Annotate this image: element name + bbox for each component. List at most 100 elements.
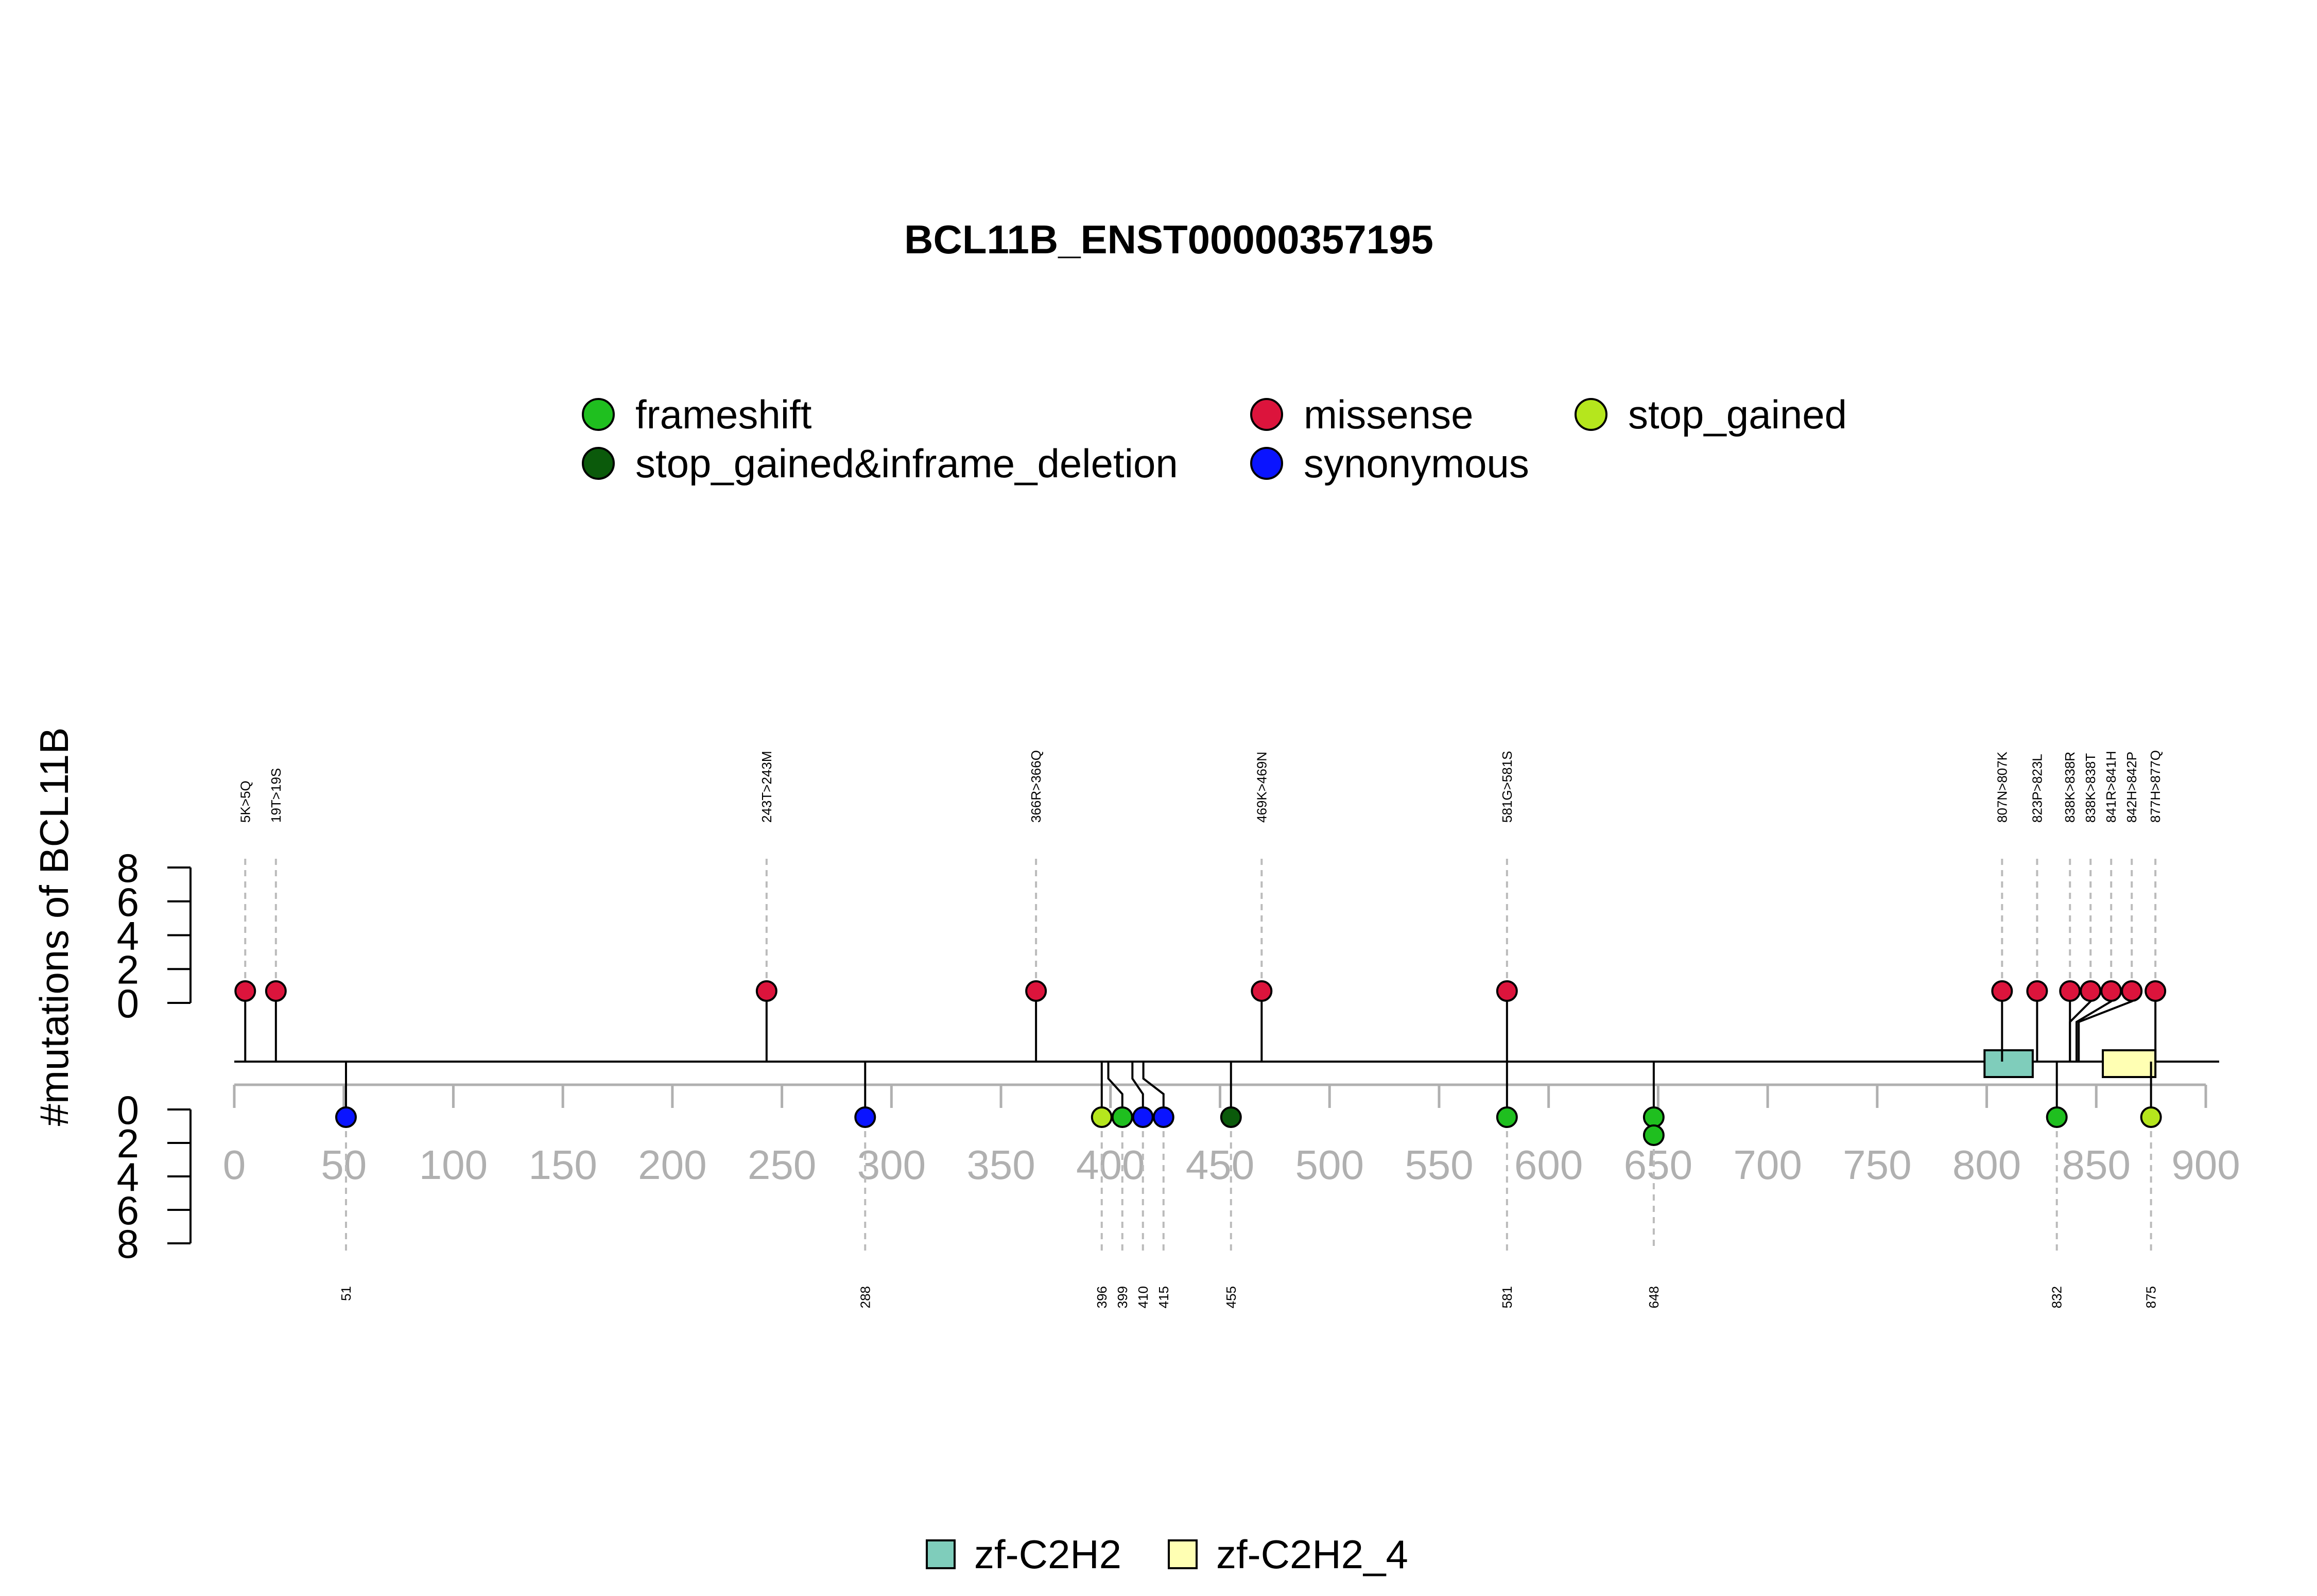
lower-y-tick-label: 0 bbox=[117, 1087, 139, 1133]
x-tick-label: 550 bbox=[1405, 1142, 1473, 1188]
lollipop-stem bbox=[1142, 1062, 1165, 1117]
mutation-label: 838K>838T bbox=[2083, 753, 2098, 823]
mutation-label: 581G>581S bbox=[1499, 751, 1515, 823]
mutation-807N-807K: 807N>807K bbox=[1991, 751, 2013, 1062]
legend-marker bbox=[1575, 398, 1607, 431]
upper-y-tick-label: 2 bbox=[117, 947, 139, 992]
mutation-832: 832 bbox=[2046, 1062, 2068, 1308]
mutation-label: 455 bbox=[1223, 1286, 1239, 1308]
mutation-label: 5K>5Q bbox=[237, 780, 253, 823]
x-tick-label: 100 bbox=[419, 1142, 488, 1188]
mutation-396: 396 bbox=[1091, 1062, 1113, 1308]
x-tick-label: 500 bbox=[1295, 1142, 1363, 1188]
mutation-label: 875 bbox=[2143, 1286, 2159, 1308]
mutation-455: 455 bbox=[1220, 1062, 1242, 1308]
mutation-51: 51 bbox=[335, 1062, 357, 1301]
mutation-5K-5Q: 5K>5Q bbox=[234, 780, 256, 1062]
mutation-838K-838R: 838K>838R bbox=[2059, 752, 2081, 1062]
x-tick-label: 300 bbox=[857, 1142, 926, 1188]
lollipop-head bbox=[1496, 1106, 1518, 1128]
legend-label: stop_gained&inframe_deletion bbox=[635, 441, 1178, 486]
domain-legend-label: zf-C2H2_4 bbox=[1216, 1532, 1408, 1577]
legend-entry-stop-gained: stop_gained bbox=[1575, 392, 1847, 437]
legend-entry-missense: missense bbox=[1250, 392, 1473, 437]
lollipop-head bbox=[1496, 980, 1518, 1002]
domain-legend-label: zf-C2H2 bbox=[974, 1532, 1121, 1577]
x-tick-label: 350 bbox=[966, 1142, 1035, 1188]
lollipop-head bbox=[1220, 1106, 1242, 1128]
mutation-243T-243M: 243T>243M bbox=[755, 751, 777, 1062]
legend-entry-stop-gained-inframe-deletion: stop_gained&inframe_deletion bbox=[582, 441, 1178, 486]
mutation-841R-841H: 841R>841H bbox=[2075, 751, 2122, 1062]
x-tick-label: 200 bbox=[638, 1142, 706, 1188]
lollipop-head bbox=[854, 1106, 876, 1128]
lollipop-head bbox=[2059, 980, 2081, 1002]
x-tick-label: 900 bbox=[2171, 1142, 2240, 1188]
chart-title: BCL11B_ENST00000357195 bbox=[904, 217, 1433, 262]
legend-marker bbox=[582, 447, 615, 480]
lollipop-head bbox=[2100, 980, 2122, 1002]
lollipop-head bbox=[2046, 1106, 2068, 1128]
lollipop-stem bbox=[1131, 1062, 1144, 1117]
x-tick-label: 650 bbox=[1624, 1142, 1692, 1188]
mutation-label: 288 bbox=[857, 1286, 873, 1308]
lollipop-head bbox=[2026, 980, 2048, 1002]
lollipop-head bbox=[1152, 1106, 1174, 1128]
mutation-label: 399 bbox=[1115, 1286, 1130, 1308]
mutation-823P-823L: 823P>823L bbox=[2026, 754, 2048, 1062]
mutation-581: 581 bbox=[1496, 1062, 1518, 1308]
lollipop-head bbox=[1642, 1124, 1665, 1146]
lollipop-head bbox=[1091, 1106, 1113, 1128]
legend-label: missense bbox=[1304, 392, 1473, 437]
mutation-label: 19T>19S bbox=[268, 768, 284, 823]
mutation-label: 410 bbox=[1135, 1286, 1151, 1308]
domain-legend-zf-C2H2: zf-C2H2 bbox=[926, 1532, 1121, 1577]
mutation-label: 841R>841H bbox=[2103, 751, 2119, 823]
mutation-366R-366Q: 366R>366Q bbox=[1025, 750, 1047, 1062]
lollipop-head bbox=[1111, 1106, 1133, 1128]
mutation-399: 399 bbox=[1107, 1062, 1133, 1308]
mutation-label: 648 bbox=[1646, 1286, 1662, 1308]
upper-y-tick-label: 0 bbox=[117, 981, 139, 1026]
mutation-581G-581S: 581G>581S bbox=[1496, 751, 1518, 1062]
legend-marker bbox=[1250, 398, 1283, 431]
legend-entry-synonymous: synonymous bbox=[1250, 441, 1529, 486]
mutation-label: 469K>469N bbox=[1254, 752, 1269, 823]
mutation-label: 581 bbox=[1499, 1286, 1515, 1308]
mutation-838K-838T: 838K>838T bbox=[2069, 753, 2102, 1062]
lollipop-head bbox=[1251, 980, 1273, 1002]
mutation-label: 415 bbox=[1156, 1286, 1171, 1308]
mutation-label: 51 bbox=[338, 1286, 354, 1301]
legend-label: stop_gained bbox=[1628, 392, 1847, 437]
mutation-label: 838K>838R bbox=[2062, 752, 2078, 823]
x-tick-label: 50 bbox=[321, 1142, 367, 1188]
mutation-842H-842P: 842H>842P bbox=[2078, 752, 2143, 1062]
lollipop-head bbox=[2121, 980, 2143, 1002]
lollipop-head bbox=[2140, 1106, 2162, 1128]
x-tick-label: 150 bbox=[528, 1142, 597, 1188]
x-tick-label: 700 bbox=[1733, 1142, 1802, 1188]
mutation-label: 823P>823L bbox=[2029, 754, 2045, 823]
domain-zf-C2H2 bbox=[1983, 1049, 2034, 1078]
lower-y-tick-label: 6 bbox=[117, 1188, 139, 1233]
lollipop-head bbox=[1132, 1106, 1154, 1128]
y-axis-label: #mutations of BCL11B bbox=[31, 727, 77, 1126]
legend-entry-frameshift: frameshift bbox=[582, 392, 812, 437]
lower-y-tick-label: 4 bbox=[117, 1154, 139, 1200]
lollipop-head bbox=[265, 980, 287, 1002]
mutation-288: 288 bbox=[854, 1062, 876, 1308]
lower-y-tick-label: 8 bbox=[117, 1221, 139, 1267]
mutation-label: 396 bbox=[1094, 1286, 1110, 1308]
domain-zf-C2H2-4 bbox=[2102, 1049, 2157, 1078]
lollipop-stem bbox=[2069, 991, 2092, 1062]
mutation-label: 366R>366Q bbox=[1028, 750, 1044, 823]
mutation-415: 415 bbox=[1142, 1062, 1174, 1308]
legend-label: frameshift bbox=[635, 392, 812, 437]
mutation-410: 410 bbox=[1131, 1062, 1154, 1308]
lower-y-tick-label: 2 bbox=[117, 1121, 139, 1166]
upper-y-tick-label: 6 bbox=[117, 879, 139, 925]
x-tick-label: 400 bbox=[1076, 1142, 1145, 1188]
mutation-648: 648 bbox=[1642, 1062, 1665, 1308]
